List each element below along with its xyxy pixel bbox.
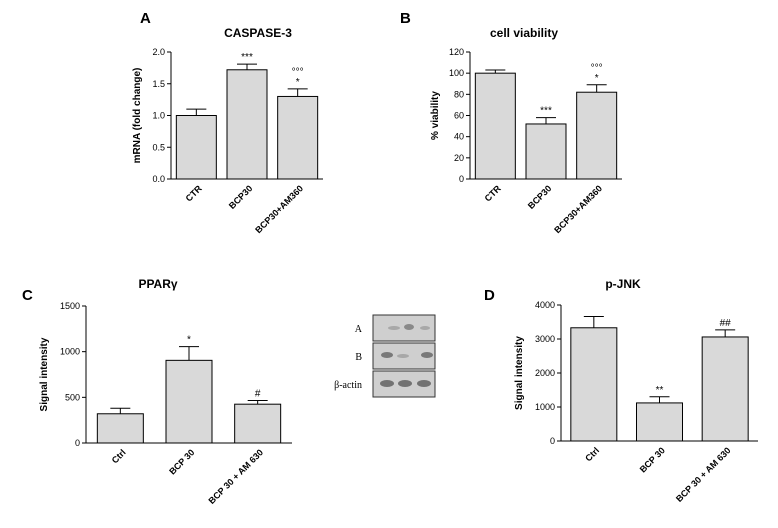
blot-strip (372, 314, 436, 342)
y-tick-label: 500 (65, 392, 80, 402)
panel-letter: D (484, 287, 495, 304)
blot-band (380, 380, 394, 387)
y-tick-label: 0 (550, 436, 555, 446)
y-tick-label: 0.5 (152, 142, 165, 152)
bar (277, 95, 319, 180)
significance-marker: * (296, 77, 300, 88)
chart-title: CASPASE-3 (224, 26, 292, 40)
significance-marker: * (595, 73, 599, 84)
y-tick-label: 0 (459, 174, 464, 184)
y-tick-label: 1.0 (152, 111, 165, 121)
x-category-label: CTR (184, 183, 205, 204)
y-tick-label: 40 (454, 132, 464, 142)
panel-letter: C (22, 287, 33, 304)
blot-band (397, 354, 409, 358)
bar (636, 402, 683, 442)
y-tick-label: 1.5 (152, 79, 165, 89)
chart-panel-d: Dp-JNK 0 1000 2000 3000 4000 Signal intensity C… (484, 277, 758, 504)
significance-marker: °°° (292, 67, 304, 78)
chart-title: PPARγ (138, 277, 177, 291)
blot-band (421, 352, 433, 358)
blot-band (404, 324, 414, 330)
panel-letter: A (140, 10, 151, 27)
significance-marker: ## (720, 318, 732, 329)
y-axis-label: Signal intensity (39, 337, 50, 411)
panel-letter: B (400, 10, 411, 27)
y-tick-label: 4000 (535, 300, 555, 310)
blot-band (388, 326, 400, 330)
y-axis-label: mRNA (fold change) (132, 68, 143, 164)
chart-title: p-JNK (605, 277, 641, 291)
significance-marker: °°° (591, 63, 603, 74)
y-tick-label: 2.0 (152, 47, 165, 57)
y-tick-label: 1500 (60, 301, 80, 311)
y-tick-label: 0 (75, 438, 80, 448)
x-category-label: BCP30+AM360 (253, 183, 305, 235)
blot-row-label: B (355, 352, 362, 363)
y-tick-label: 80 (454, 89, 464, 99)
chart-panel-a: A CASPASE-3 0.0 0.5 1.0 1.5 2.0 mRNA (fold chan… (132, 10, 323, 235)
bar (576, 91, 618, 180)
blot-band (417, 380, 431, 387)
y-tick-label: 2000 (535, 368, 555, 378)
x-category-label: CTR (483, 183, 504, 204)
significance-marker: *** (540, 106, 552, 117)
chart-panel-c: C PPARγ 0 500 1000 1500 Signal intensity Ctrl * B… (22, 277, 292, 506)
y-tick-label: 100 (449, 68, 464, 78)
charts-layer: A CASPASE-3 0.0 0.5 1.0 1.5 2.0 mRNA (fold chan… (22, 10, 758, 506)
y-tick-label: 0.0 (152, 174, 165, 184)
y-axis-label: % viability (430, 91, 441, 140)
x-category-label: BCP30+AM360 (552, 183, 604, 235)
blot-band (398, 380, 412, 387)
x-category-label: BCP 30 + AM 630 (674, 445, 733, 504)
x-category-label: Ctrl (583, 445, 601, 463)
bar (175, 115, 217, 180)
bar (165, 359, 213, 444)
blot-band (420, 326, 430, 330)
y-axis-label: Signal intensity (514, 336, 525, 410)
chart-title: cell viability (490, 26, 558, 40)
bar (474, 72, 516, 180)
x-category-label: BCP30 (227, 183, 255, 211)
bar (226, 69, 268, 180)
y-tick-label: 60 (454, 111, 464, 121)
x-category-label: BCP 30 + AM 630 (207, 447, 266, 506)
western-blot: A Bβ-actin (334, 314, 436, 398)
significance-marker: * (187, 335, 191, 346)
bar (234, 403, 282, 444)
bar (96, 413, 144, 444)
blot-band (381, 352, 393, 358)
bar (570, 327, 618, 442)
x-category-label: BCP 30 (638, 445, 667, 474)
x-category-label: BCP 30 (167, 447, 196, 476)
y-tick-label: 20 (454, 153, 464, 163)
bar (701, 336, 749, 442)
x-category-label: BCP30 (526, 183, 554, 211)
bar (525, 123, 567, 180)
y-tick-label: 3000 (535, 334, 555, 344)
significance-marker: *** (241, 52, 253, 63)
x-category-label: Ctrl (110, 447, 128, 465)
blot-row-label: A (355, 324, 363, 335)
blot-row-label: β-actin (334, 380, 362, 391)
significance-marker: # (255, 389, 261, 400)
y-tick-label: 120 (449, 47, 464, 57)
y-tick-label: 1000 (60, 347, 80, 357)
y-tick-label: 1000 (535, 402, 555, 412)
significance-marker: ** (656, 385, 664, 396)
